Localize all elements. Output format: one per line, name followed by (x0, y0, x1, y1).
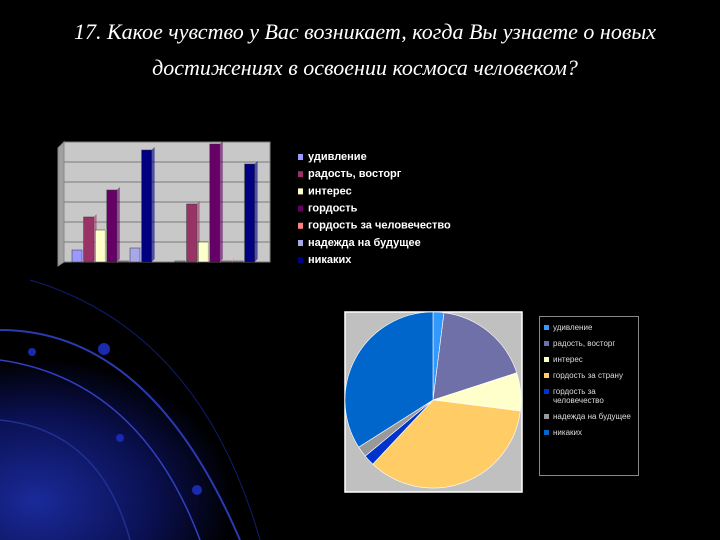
bar (232, 260, 244, 263)
bar (197, 241, 209, 263)
legend-swatch (544, 373, 549, 378)
legend-swatch (298, 222, 303, 229)
legend-label: интерес (308, 185, 352, 197)
legend-label: удивление (308, 151, 367, 163)
pie-slice (432, 312, 518, 401)
bar-side (254, 161, 258, 262)
legend-swatch (544, 430, 549, 435)
legend-swatch (544, 325, 549, 330)
legend-swatch (298, 257, 303, 264)
legend-swatch (544, 341, 549, 346)
legend-label: гордость за человечество (553, 387, 604, 405)
legend-label: надежда на будущее (553, 412, 631, 421)
legend-swatch (544, 357, 549, 362)
bar (209, 143, 221, 263)
bar (106, 189, 118, 263)
legend-swatch (298, 205, 303, 212)
bar (174, 260, 186, 263)
legend-label: интерес (553, 355, 583, 364)
legend-swatch (298, 171, 303, 178)
legend-label: никаких (308, 254, 352, 266)
bar (83, 216, 94, 263)
legend-label: радость, восторг (553, 339, 616, 348)
pie-legend: удивление радость, восторг интерес гордость… (539, 316, 639, 476)
legend-label: гордость за человечество (308, 220, 451, 232)
bar-side (151, 147, 155, 262)
bar (118, 260, 129, 263)
pie-slice (344, 311, 434, 448)
legend-label: радость, восторг (308, 168, 402, 180)
legend-swatch (298, 240, 303, 246)
legend-swatch (544, 414, 549, 419)
bar (244, 163, 255, 263)
bar (221, 260, 232, 263)
bar (94, 229, 106, 263)
legend-swatch (298, 188, 303, 195)
legend-swatch (544, 389, 549, 394)
legend-swatch (298, 154, 303, 160)
legend-item: удивление (544, 323, 634, 332)
plot-side (57, 140, 65, 267)
bar (141, 149, 152, 263)
bar (71, 249, 83, 263)
bar-side (219, 141, 223, 262)
legend-item: гордость за страну (544, 371, 634, 380)
legend-item: никаких (544, 428, 634, 437)
legend-label: никаких (553, 428, 582, 437)
legend-label: гордость за страну (553, 371, 623, 380)
bar (186, 203, 197, 263)
bar-side (116, 187, 120, 262)
legend-item: радость, восторг (544, 339, 634, 348)
legend-item: гордость за человечество (544, 387, 634, 405)
pie-slice (372, 399, 521, 489)
legend-label: удивление (553, 323, 593, 332)
legend-item: надежда на будущее (544, 412, 634, 421)
bar-side (231, 258, 235, 262)
legend-label: надежда на будущее (308, 237, 421, 249)
legend-item: интерес (544, 355, 634, 364)
slide-title: 17. Какое чувство у Вас возникает, когда… (73, 19, 657, 80)
legend-label: гордость (308, 203, 358, 215)
bar (129, 247, 141, 263)
